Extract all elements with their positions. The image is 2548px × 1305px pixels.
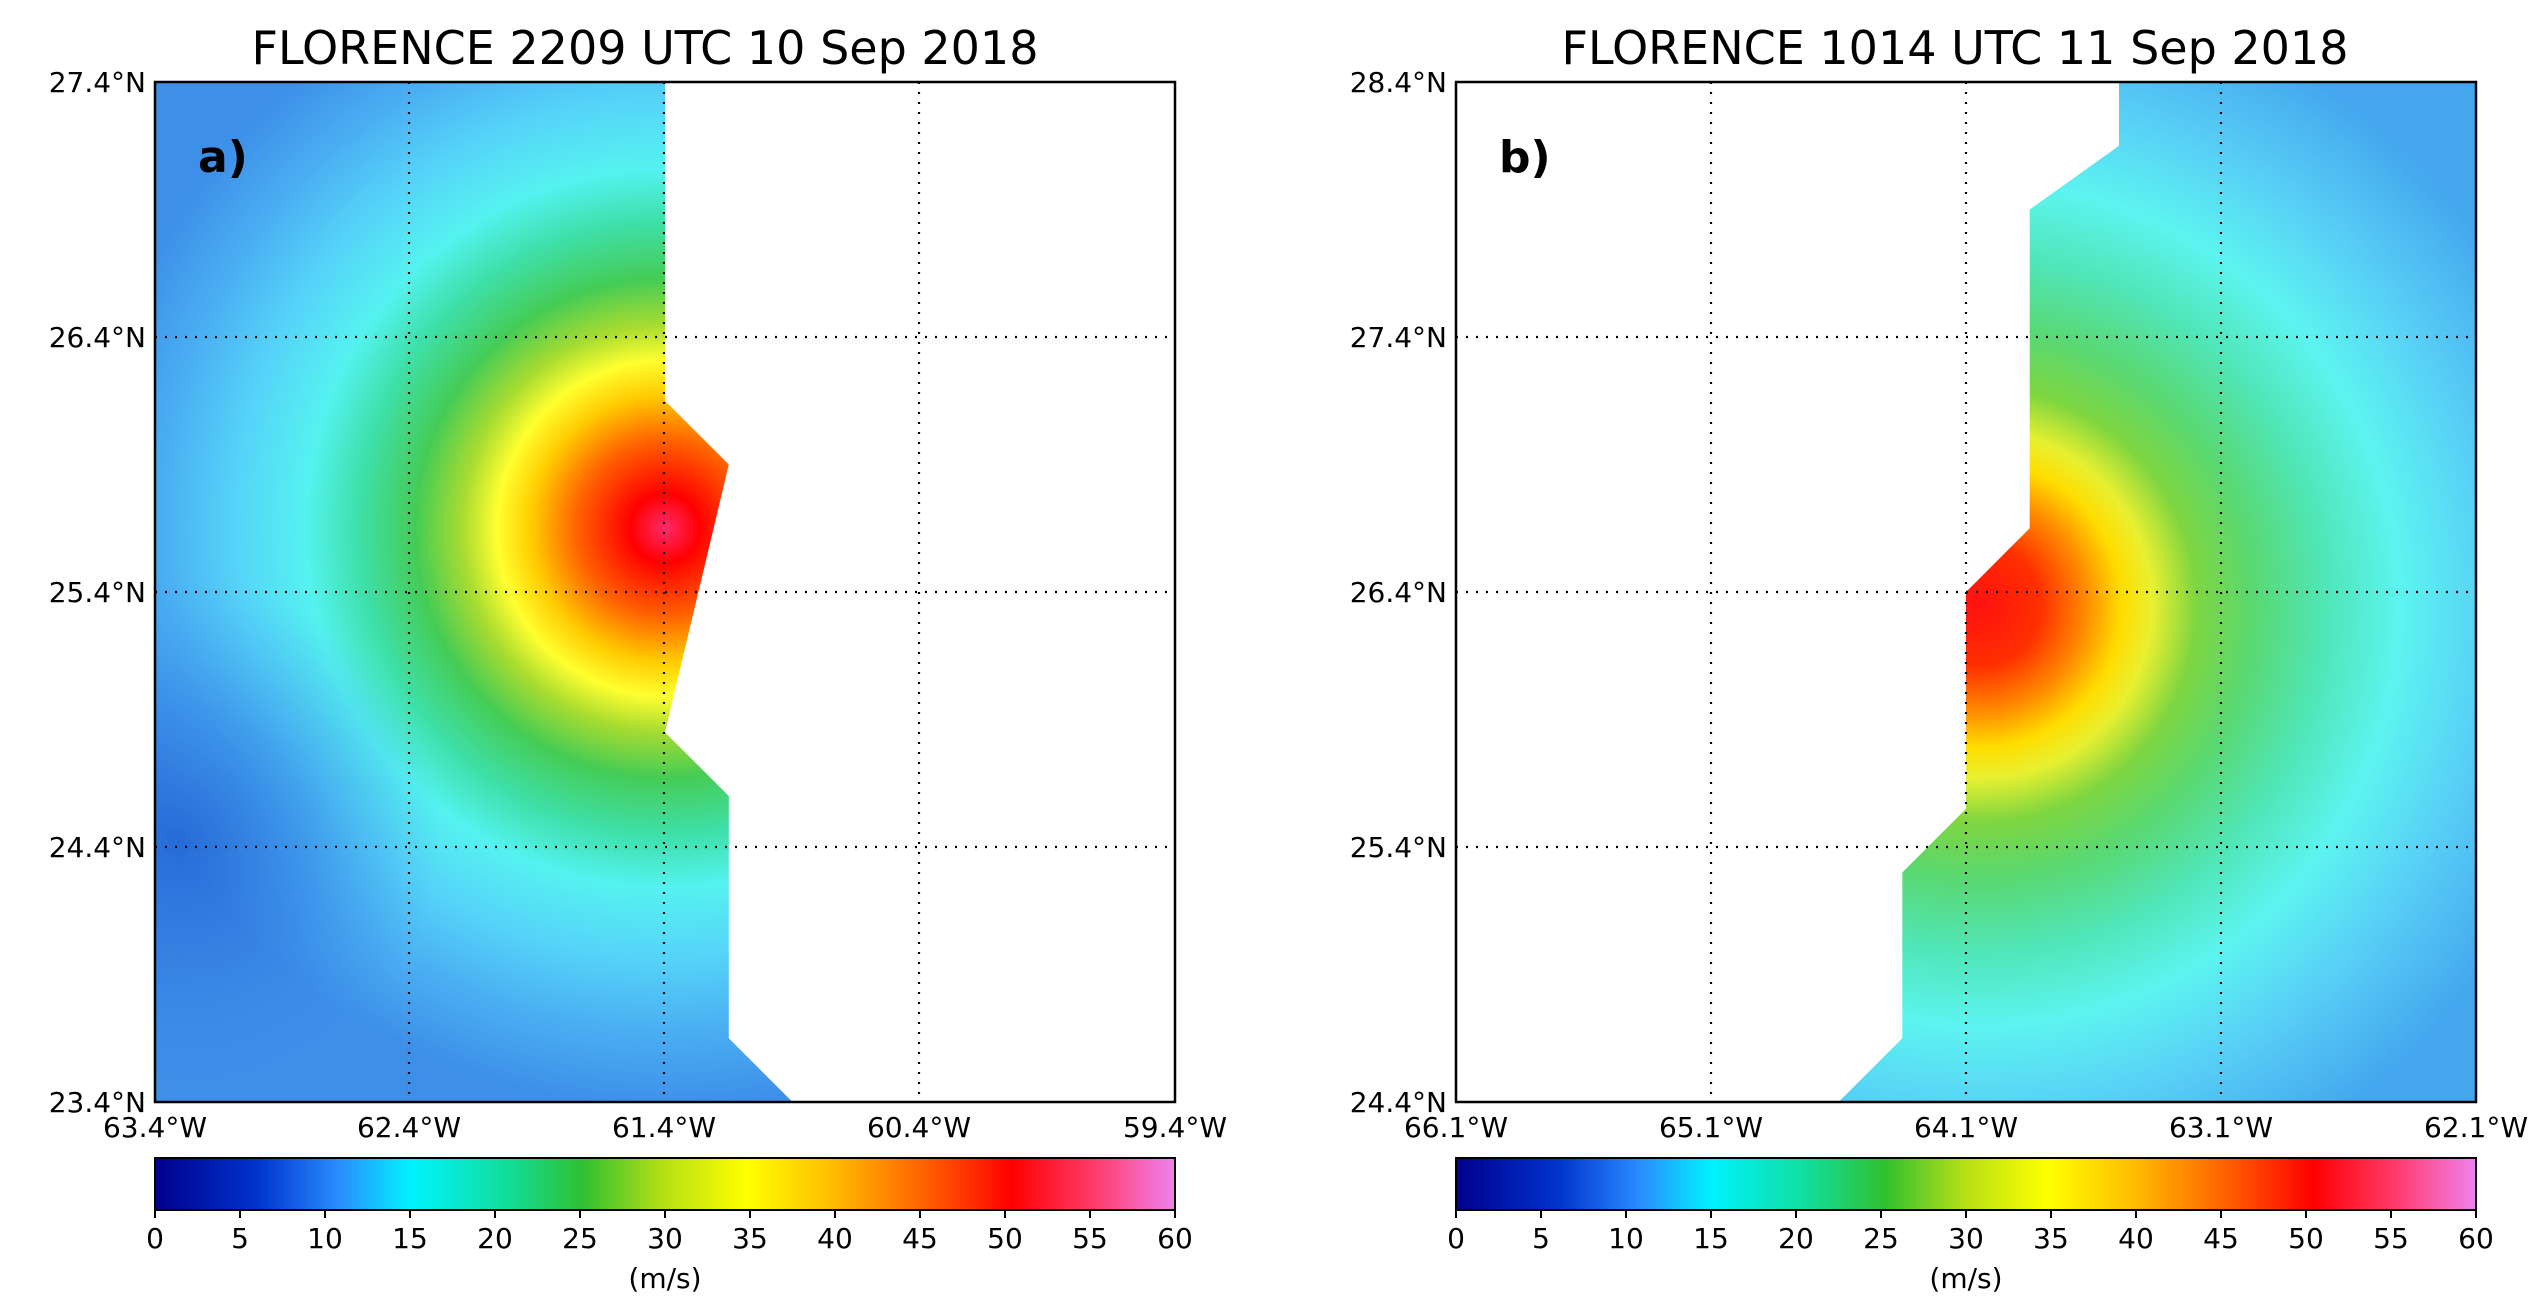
panel-b-colorbar: 0 5 10 15 20 25 30 35 40 45 50 55 60 (m/s) [1447, 1157, 2494, 1295]
panel-a-lon-tick: 63.4°W [103, 1111, 207, 1144]
panel-a-colorbar-tick-label: 55 [1072, 1222, 1108, 1255]
panel-b-lat-tick: 25.4°N [1350, 831, 1447, 864]
panel-a-colorbar-tick-label: 0 [146, 1222, 164, 1255]
panel-b-lon-ticks: 66.1°W 65.1°W 64.1°W 63.1°W 62.1°W [1404, 1111, 2528, 1144]
panel-b-colorbar-tick-label: 55 [2373, 1222, 2409, 1255]
panel-a-graticule [155, 82, 1175, 1102]
panel-b-title: FLORENCE 1014 UTC 11 Sep 2018 [1562, 21, 2349, 75]
panel-a-lat-tick: 23.4°N [49, 1086, 146, 1119]
panel-b-colorbar-tick-label: 35 [2033, 1222, 2069, 1255]
panel-a-colorbar-tick-label: 10 [307, 1222, 343, 1255]
panel-b-colorbar-tick-label: 0 [1447, 1222, 1465, 1255]
panel-a-lon-ticks: 63.4°W 62.4°W 61.4°W 60.4°W 59.4°W [103, 1111, 1227, 1144]
panel-a-lat-tick: 27.4°N [49, 66, 146, 99]
panel-b-colorbar-scale [1455, 1157, 2477, 1211]
panel-b: FLORENCE 1014 UTC 11 Sep 2018 b) 28.4°N … [1350, 21, 2528, 1295]
panel-a-colorbar-tick-label: 5 [231, 1222, 249, 1255]
panel-a-lat-ticks: 27.4°N 26.4°N 25.4°N 24.4°N 23.4°N [49, 66, 146, 1119]
panel-b-colorbar-tick-label: 50 [2288, 1222, 2324, 1255]
panel-b-label: b) [1499, 132, 1551, 183]
panel-a-colorbar-tick-label: 25 [562, 1222, 598, 1255]
panel-a-frame [153, 80, 1177, 1104]
panel-b-frame [1454, 80, 2478, 1104]
panel-b-colorbar-ticks: 0 5 10 15 20 25 30 35 40 45 50 55 60 [1447, 1210, 2494, 1255]
panel-a-colorbar-tick-label: 50 [987, 1222, 1023, 1255]
panel-b-lat-tick: 26.4°N [1350, 576, 1447, 609]
panel-b-colorbar-tick-label: 15 [1693, 1222, 1729, 1255]
panel-a-lon-tick: 62.4°W [357, 1111, 461, 1144]
panel-b-colorbar-tick-label: 5 [1532, 1222, 1550, 1255]
panel-a-colorbar-tick-label: 45 [902, 1222, 938, 1255]
panel-b-colorbar-unit: (m/s) [1929, 1262, 2002, 1295]
panel-a-colorbar: 0 5 10 15 20 25 30 35 40 45 50 55 60 (m/s) [146, 1157, 1193, 1295]
panel-a-lon-tick: 60.4°W [867, 1111, 971, 1144]
panel-b-graticule [1456, 82, 2476, 1102]
panel-a-lat-tick: 24.4°N [49, 831, 146, 864]
panel-b-lon-tick: 64.1°W [1914, 1111, 2018, 1144]
panel-a: FLORENCE 2209 UTC 10 Sep 2018 a) 27.4°N … [49, 21, 1227, 1295]
panel-b-lon-tick: 62.1°W [2424, 1111, 2528, 1144]
panel-a-colorbar-tick-label: 15 [392, 1222, 428, 1255]
panel-b-colorbar-tick-label: 40 [2118, 1222, 2154, 1255]
panel-a-colorbar-tick-label: 35 [732, 1222, 768, 1255]
panel-b-lat-tick: 27.4°N [1350, 321, 1447, 354]
panel-a-lon-tick: 59.4°W [1123, 1111, 1227, 1144]
panel-a-title: FLORENCE 2209 UTC 10 Sep 2018 [252, 21, 1039, 75]
panel-a-colorbar-scale [154, 1157, 1176, 1211]
panel-a-colorbar-tick-label: 40 [817, 1222, 853, 1255]
panel-b-colorbar-tick-label: 30 [1948, 1222, 1984, 1255]
panel-b-colorbar-tick-label: 45 [2203, 1222, 2239, 1255]
panel-b-lat-tick: 28.4°N [1350, 66, 1447, 99]
panel-a-lon-tick: 61.4°W [612, 1111, 716, 1144]
panel-b-lat-tick: 24.4°N [1350, 1086, 1447, 1119]
panel-b-lon-tick: 65.1°W [1659, 1111, 1763, 1144]
panel-a-lat-tick: 26.4°N [49, 321, 146, 354]
panel-a-lat-tick: 25.4°N [49, 576, 146, 609]
panel-b-lat-ticks: 28.4°N 27.4°N 26.4°N 25.4°N 24.4°N [1350, 66, 1447, 1119]
panel-a-colorbar-tick-label: 60 [1157, 1222, 1193, 1255]
panel-b-colorbar-tick-label: 60 [2458, 1222, 2494, 1255]
panel-a-colorbar-tick-label: 20 [477, 1222, 513, 1255]
panel-b-colorbar-tick-label: 25 [1863, 1222, 1899, 1255]
panel-b-lon-tick: 63.1°W [2169, 1111, 2273, 1144]
panel-b-colorbar-tick-label: 20 [1778, 1222, 1814, 1255]
panel-b-lon-tick: 66.1°W [1404, 1111, 1508, 1144]
panel-a-colorbar-ticks: 0 5 10 15 20 25 30 35 40 45 50 55 60 [146, 1210, 1193, 1255]
panel-b-colorbar-tick-label: 10 [1608, 1222, 1644, 1255]
panel-a-colorbar-tick-label: 30 [647, 1222, 683, 1255]
panel-a-colorbar-unit: (m/s) [628, 1262, 701, 1295]
panel-a-label: a) [198, 132, 248, 183]
